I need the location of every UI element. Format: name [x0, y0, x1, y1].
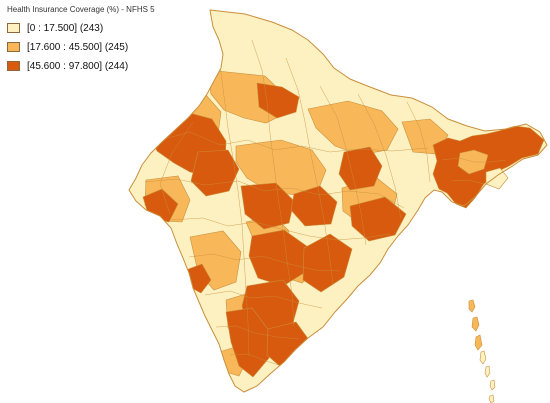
high-region-uttarakhand — [256, 82, 300, 119]
district-boundaries — [144, 34, 431, 367]
high-region-telangana-andhra — [248, 229, 309, 287]
india-outline — [128, 9, 548, 393]
nicobar-island-4 — [488, 394, 495, 403]
andaman-island-1 — [468, 299, 476, 313]
high-region-chhattisgarh — [290, 185, 338, 227]
legend-label-high: [45.600 : 97.800] (244) — [27, 60, 129, 72]
islands — [468, 299, 496, 403]
legend-item-medium: [17.600 : 45.500] (245) — [7, 38, 182, 56]
northeast-low-coverage — [485, 167, 509, 190]
northeast-high-coverage — [432, 125, 545, 209]
legend-swatch-medium — [7, 42, 20, 52]
mainland-regions — [129, 10, 547, 392]
high-region-tamil-nadu-west — [225, 307, 271, 378]
legend-title: Health Insurance Coverage (%) - NFHS 5 — [7, 5, 155, 14]
legend-swatch-low — [7, 23, 20, 33]
nicobar-island-3 — [489, 379, 496, 391]
legend-swatch-high — [7, 61, 20, 71]
northeast-region — [432, 125, 545, 209]
high-region-jharkhand — [338, 146, 383, 191]
high-region-andhra-coast — [302, 233, 353, 293]
high-region-odisha — [349, 196, 407, 242]
legend-item-high: [45.600 : 97.800] (244) — [7, 57, 182, 75]
legend-label-medium: [17.600 : 45.500] (245) — [27, 41, 129, 53]
andaman-island-2 — [471, 316, 480, 332]
high-coverage-regions — [142, 82, 407, 378]
legend-label-low: [0 : 17.500] (243) — [27, 22, 104, 34]
northeast-medium-coverage — [457, 149, 489, 175]
medium-region-gangetic-plains — [307, 100, 399, 156]
map-legend: Health Insurance Coverage (%) - NFHS 5 [… — [7, 5, 182, 76]
legend-item-low: [0 : 17.500] (243) — [7, 19, 182, 37]
nicobar-island-2 — [484, 365, 491, 378]
nicobar-island-1 — [479, 350, 487, 365]
andaman-island-3 — [474, 334, 483, 351]
